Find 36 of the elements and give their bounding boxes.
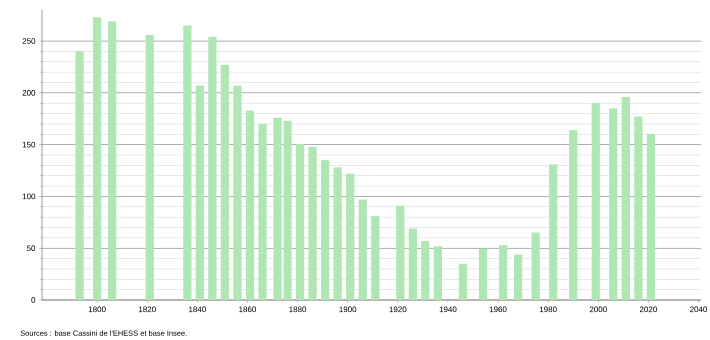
bar (458, 264, 468, 300)
bar (478, 248, 488, 300)
bar (634, 116, 642, 300)
bar (531, 232, 540, 300)
bar (296, 144, 304, 300)
bar (408, 228, 417, 300)
bar (196, 86, 204, 300)
bar (514, 254, 522, 300)
bar (569, 130, 578, 300)
bar (146, 34, 154, 300)
bar (233, 86, 242, 300)
bar (183, 26, 192, 300)
bar (498, 245, 508, 300)
bar (208, 36, 217, 300)
bar (334, 167, 342, 300)
bar (346, 174, 354, 300)
bar (622, 96, 630, 300)
bar (396, 206, 404, 300)
bar (92, 17, 102, 300)
bar (592, 103, 600, 300)
bar (108, 21, 116, 300)
bar (246, 110, 254, 300)
bar (646, 134, 656, 300)
bar (549, 164, 558, 300)
bar (609, 108, 618, 300)
bar (75, 51, 84, 300)
bar (358, 200, 367, 300)
bar (220, 64, 230, 300)
bar (371, 216, 380, 300)
bar (434, 246, 442, 300)
bar (258, 124, 267, 300)
bar (273, 118, 282, 300)
bar (321, 160, 330, 300)
bar (283, 120, 292, 300)
bar (421, 240, 430, 300)
bar (308, 146, 317, 300)
